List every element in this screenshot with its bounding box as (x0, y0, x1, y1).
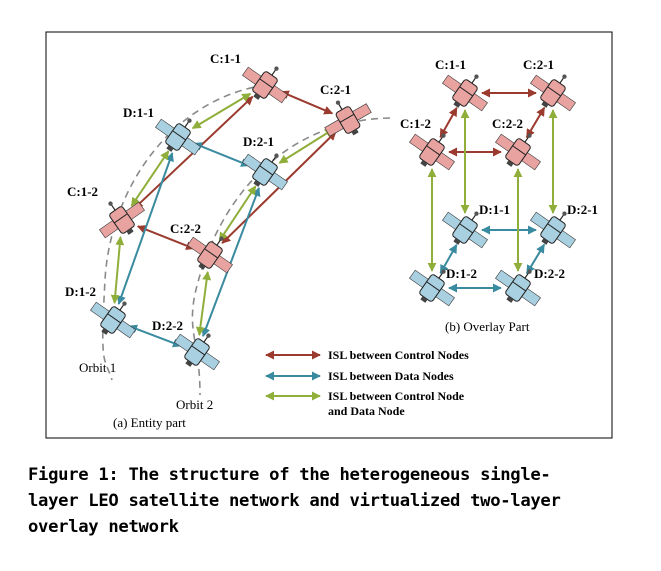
entity-links (110, 90, 337, 348)
entity-node-label: D:1-1 (123, 105, 154, 120)
entity-satellite-icon (155, 118, 201, 156)
entity-satellite-icon (242, 153, 288, 191)
entity-node-label: C:2-1 (320, 82, 351, 97)
overlay-satellite-icon (409, 133, 455, 171)
legend-text-data: ISL between Data Nodes (328, 369, 454, 383)
overlay-satellite-icon (495, 133, 541, 171)
overlay-node-label: D:1-1 (479, 202, 510, 217)
entity-node-label: D:2-2 (152, 318, 183, 333)
entity-node-label: D:1-2 (65, 284, 96, 299)
entity-link-data (192, 142, 251, 167)
entity-satellite-icon (187, 236, 233, 274)
entity-node-label: C:2-2 (170, 221, 201, 236)
overlay-link-data (525, 243, 546, 275)
overlay-satellite-icon (442, 74, 488, 112)
entity-satellites: C:1-1 C:2-1 D:1-1 D:2-1 C:1-2 C:2-2 D:1-2 D:2-2 (65, 51, 372, 371)
overlay-link-control (439, 107, 458, 138)
entity-satellite-icon (324, 100, 372, 137)
overlay-links (427, 88, 558, 293)
overlay-satellite-icon (495, 269, 541, 307)
entity-part-caption: (a) Entity part (113, 415, 186, 430)
overlay-satellite-icon (530, 211, 576, 249)
overlay-node-label: D:2-1 (567, 202, 598, 217)
entity-node-label: D:2-1 (243, 134, 274, 149)
orbit-2-label: Orbit 2 (176, 397, 213, 412)
legend-text-mixed-1: ISL between Control Node (328, 389, 465, 403)
overlay-node-label: D:1-2 (446, 266, 477, 281)
entity-link-mixed (195, 270, 212, 337)
overlay-satellites: C:1-1 C:2-1 C:1-2 C:2-2 D:1-1 D:2-1 D:1-2 D:2-2 (400, 57, 598, 307)
overlay-link-data (439, 243, 458, 275)
entity-satellite-icon (242, 66, 288, 104)
entity-link-mixed (191, 92, 252, 130)
overlay-link-control (525, 106, 546, 139)
orbit-1-path (102, 84, 266, 381)
entity-satellite-icon (174, 333, 220, 371)
entity-satellite-icon (99, 201, 145, 239)
figure-caption: Figure 1: The structure of the heterogen… (28, 462, 638, 540)
legend-text-mixed-2: and Data Node (328, 404, 405, 418)
overlay-satellite-icon (409, 269, 455, 307)
entity-link-mixed (218, 185, 257, 242)
entity-link-mixed (278, 128, 335, 164)
overlay-satellite-icon (442, 211, 488, 249)
legend: ISL between Control Nodes ISL between Da… (265, 348, 469, 418)
entity-node-label: C:1-1 (210, 51, 241, 66)
entity-link-control (279, 90, 334, 115)
overlay-node-label: C:1-1 (435, 57, 466, 72)
overlay-part-caption: (b) Overlay Part (445, 319, 530, 334)
caption-line-2: layer LEO satellite network and virtuali… (28, 491, 561, 511)
entity-node-label: C:1-2 (67, 184, 98, 199)
caption-line-1: Figure 1: The structure of the heterogen… (28, 465, 551, 485)
entity-link-mixed (110, 236, 125, 304)
entity-link-mixed (130, 150, 170, 207)
figure-frame (45, 31, 613, 439)
overlay-node-label: C:1-2 (400, 116, 431, 131)
overlay-node-label: C:2-2 (492, 116, 523, 131)
legend-text-control: ISL between Control Nodes (328, 348, 469, 362)
caption-line-3: overlay network (28, 517, 179, 537)
overlay-node-label: D:2-2 (534, 266, 565, 281)
orbit-1-label: Orbit 1 (79, 360, 116, 375)
entity-satellite-icon (90, 301, 136, 339)
overlay-node-label: C:2-1 (523, 57, 554, 72)
overlay-satellite-icon (530, 74, 576, 112)
entity-link-data (128, 324, 182, 348)
